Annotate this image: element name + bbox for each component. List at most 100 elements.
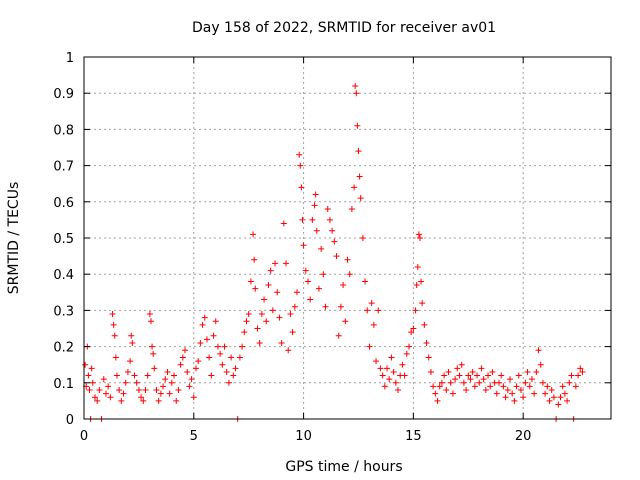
data-point — [131, 372, 138, 379]
data-point — [214, 343, 221, 350]
data-point — [555, 401, 562, 408]
data-point — [149, 343, 156, 350]
y-tick-label: 0.2 — [53, 341, 74, 356]
data-point — [465, 372, 472, 379]
data-point — [274, 289, 281, 296]
data-point — [269, 307, 276, 314]
data-point — [441, 372, 448, 379]
data-point — [359, 235, 366, 241]
data-point — [267, 267, 274, 274]
data-point — [469, 368, 476, 375]
data-point — [285, 347, 292, 354]
x-tick-label: 10 — [295, 429, 312, 444]
data-point — [410, 325, 417, 332]
data-point — [340, 282, 347, 289]
y-tick-label: 0.3 — [53, 304, 74, 319]
data-point — [236, 354, 243, 361]
data-point — [320, 271, 327, 278]
data-point — [408, 329, 415, 336]
data-point — [478, 365, 485, 372]
data-point — [354, 122, 361, 129]
data-point — [203, 336, 210, 343]
data-point — [127, 358, 134, 365]
data-point — [373, 358, 380, 365]
data-point — [557, 394, 564, 401]
data-point — [513, 383, 520, 390]
data-point — [419, 300, 426, 307]
data-point — [247, 278, 254, 285]
data-point — [438, 379, 445, 386]
data-point — [550, 394, 557, 401]
data-point — [379, 372, 386, 379]
data-point — [252, 285, 259, 292]
data-point — [476, 379, 483, 386]
data-point — [405, 343, 412, 350]
data-point — [157, 390, 164, 397]
data-point — [111, 332, 118, 339]
data-point — [493, 390, 500, 397]
data-point — [390, 368, 397, 375]
x-tick-label: 5 — [190, 429, 198, 444]
data-point — [241, 329, 248, 336]
data-point — [528, 376, 535, 383]
data-point — [293, 289, 300, 296]
data-point — [184, 368, 191, 375]
data-point — [116, 387, 123, 394]
data-point — [221, 343, 228, 350]
data-point — [199, 321, 206, 328]
data-point — [223, 368, 230, 375]
data-point — [168, 379, 175, 386]
data-point — [188, 376, 195, 383]
data-point — [197, 339, 204, 346]
data-point — [458, 361, 465, 368]
data-point — [302, 267, 309, 274]
data-point — [539, 379, 546, 386]
data-point — [239, 343, 246, 350]
data-point — [467, 376, 474, 383]
data-point — [463, 387, 470, 394]
data-point — [381, 383, 388, 390]
data-point — [298, 184, 305, 191]
data-point — [212, 318, 219, 325]
data-point — [230, 372, 237, 379]
data-point — [122, 379, 129, 386]
y-tick-label: 0.1 — [53, 377, 74, 392]
data-point — [179, 354, 186, 361]
data-point — [515, 372, 522, 379]
data-point — [140, 397, 147, 404]
data-point — [384, 365, 391, 372]
data-point — [133, 379, 140, 386]
data-point — [353, 90, 360, 97]
data-point — [272, 260, 279, 267]
data-point — [160, 383, 167, 390]
data-point — [89, 379, 96, 386]
data-point — [190, 394, 197, 401]
data-point — [331, 238, 338, 245]
data-point — [344, 256, 351, 263]
data-point — [351, 184, 358, 191]
data-point — [346, 271, 353, 278]
y-tick-label: 0.5 — [53, 232, 74, 247]
data-point — [577, 365, 584, 372]
data-point — [362, 278, 369, 285]
data-point — [504, 387, 511, 394]
data-point — [291, 303, 298, 310]
data-point — [219, 361, 226, 368]
data-point — [377, 365, 384, 372]
data-point — [357, 195, 364, 202]
data-point — [256, 339, 263, 346]
data-point — [265, 282, 272, 289]
data-point — [370, 321, 377, 328]
data-point — [171, 372, 178, 379]
data-point — [427, 368, 434, 375]
data-point — [434, 397, 441, 404]
data-point — [96, 387, 103, 394]
y-tick-label: 0.9 — [53, 87, 74, 102]
data-point — [544, 383, 551, 390]
data-point — [243, 318, 250, 325]
plot-frame — [83, 56, 612, 420]
data-point — [280, 220, 287, 227]
data-point — [430, 383, 437, 390]
x-tick-label: 15 — [405, 429, 422, 444]
